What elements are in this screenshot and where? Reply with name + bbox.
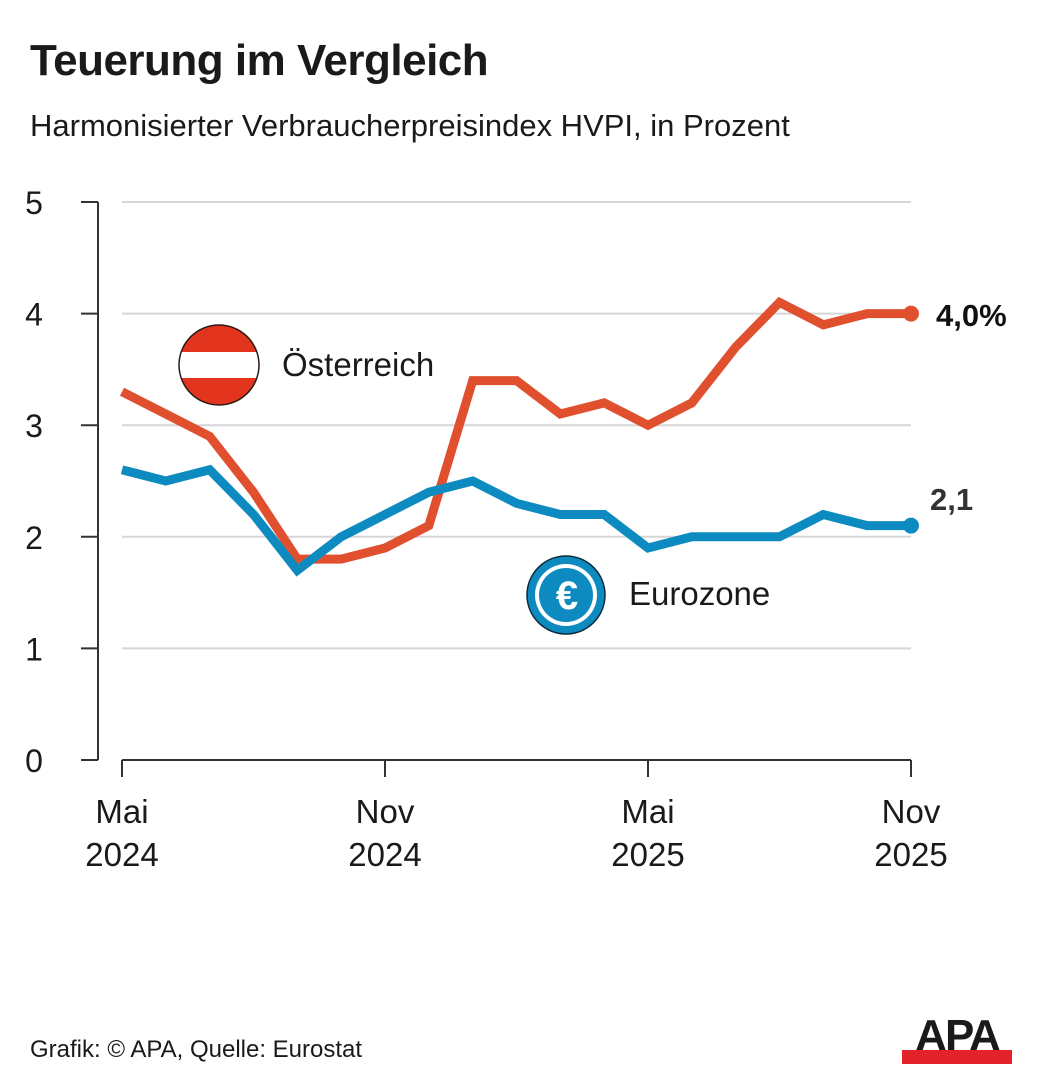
x-tick-label-year: 2024 xyxy=(85,836,158,873)
y-axis: 0 1 2 3 4 5 xyxy=(25,185,99,779)
austria-flag-icon xyxy=(178,324,260,406)
legend-label-austria: Österreich xyxy=(282,346,434,383)
series-austria xyxy=(119,296,919,564)
x-tick-label-year: 2025 xyxy=(611,836,684,873)
y-tick-label: 5 xyxy=(25,185,43,221)
series-line xyxy=(119,296,911,564)
y-tick-label: 4 xyxy=(25,297,43,333)
end-label-eurozone: 2,1 xyxy=(930,482,973,517)
chart-title: Teuerung im Vergleich xyxy=(30,36,489,85)
x-tick-label-month: Mai xyxy=(621,793,674,830)
end-point-marker xyxy=(903,517,919,534)
apa-logo: APA xyxy=(902,1011,1012,1064)
x-tick-label-month: Mai xyxy=(95,793,148,830)
x-tick-label-month: Nov xyxy=(882,793,941,830)
x-axis: Mai 2024 Nov 2024 Mai 2025 Nov 2025 xyxy=(85,759,948,873)
series-eurozone xyxy=(120,464,919,577)
x-tick-label-year: 2025 xyxy=(874,836,947,873)
legend-label-eurozone: Eurozone xyxy=(629,575,770,612)
gridlines xyxy=(122,201,911,650)
x-tick-label-month: Nov xyxy=(356,793,415,830)
apa-logo-bar xyxy=(902,1050,1012,1064)
chart-subtitle: Harmonisierter Verbraucherpreisindex HVP… xyxy=(30,108,790,143)
x-tick-label-year: 2024 xyxy=(348,836,421,873)
end-label-austria: 4,0% xyxy=(936,298,1007,333)
y-tick-label: 0 xyxy=(25,743,43,779)
y-tick-label: 3 xyxy=(25,408,43,444)
euro-icon: € xyxy=(526,555,606,635)
y-tick-label: 1 xyxy=(25,631,43,667)
series-line xyxy=(120,464,911,577)
series-lines xyxy=(119,296,919,577)
y-tick-label: 2 xyxy=(25,520,43,556)
end-point-marker xyxy=(903,305,919,322)
source-credit: Grafik: © APA, Quelle: Eurostat xyxy=(30,1036,363,1063)
svg-text:€: € xyxy=(556,574,578,618)
